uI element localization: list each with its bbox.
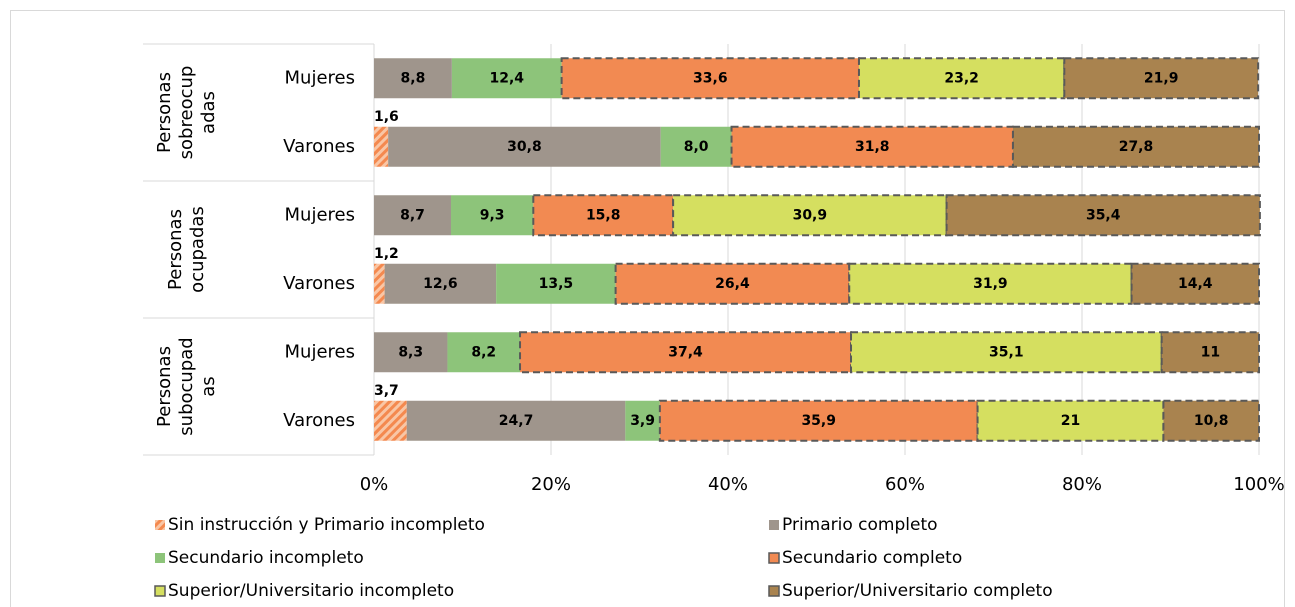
bar-segment	[658, 399, 979, 442]
value-label: 35,9	[801, 413, 836, 429]
bar-segment	[625, 400, 660, 441]
bar-segment	[450, 195, 534, 236]
bar-segment	[374, 400, 407, 441]
bar-segment	[1162, 399, 1261, 442]
legend-label: Secundario completo	[782, 548, 962, 568]
value-label: 30,8	[507, 139, 542, 155]
value-label: 27,8	[1119, 139, 1154, 155]
legend-label: Superior/Universitario incompleto	[168, 581, 454, 601]
value-label: 9,3	[480, 207, 505, 223]
value-label: 8,2	[471, 344, 496, 360]
value-label: 26,4	[715, 276, 750, 292]
value-label: 8,7	[400, 207, 425, 223]
x-tick-label: 80%	[1062, 474, 1102, 495]
category-label: Varones	[283, 136, 355, 157]
value-label: 3,9	[630, 413, 655, 429]
bar-segment	[374, 263, 385, 304]
value-label: 1,6	[374, 109, 399, 125]
value-label: 8,0	[684, 139, 709, 155]
value-label: 10,8	[1194, 413, 1229, 429]
bar-segment	[384, 263, 497, 304]
bar-segment	[1063, 57, 1260, 100]
group-label: as	[198, 376, 219, 396]
value-label: 13,5	[539, 276, 574, 292]
legend-marker	[769, 520, 779, 530]
bar-segment	[672, 194, 948, 237]
group-label: Personas	[165, 209, 186, 290]
bar-segment	[1130, 262, 1261, 305]
value-label: 12,4	[489, 70, 524, 86]
value-label: 21	[1061, 413, 1080, 429]
bar-segment	[848, 262, 1133, 305]
group-label: subocupad	[176, 337, 197, 435]
category-label: Mujeres	[285, 67, 355, 88]
value-label: 24,7	[499, 413, 534, 429]
value-label: 35,4	[1086, 207, 1121, 223]
x-tick-label: 0%	[360, 474, 389, 495]
legend-label: Secundario incompleto	[168, 548, 364, 568]
chart-frame	[10, 10, 1285, 607]
value-label: 1,2	[374, 246, 399, 262]
bar-segment	[374, 126, 389, 167]
bar-segment	[447, 332, 521, 373]
bar-segment	[730, 125, 1014, 168]
value-label: 11	[1201, 344, 1220, 360]
value-label: 8,3	[398, 344, 423, 360]
legend-marker	[768, 552, 780, 564]
bar-segment	[451, 58, 562, 99]
value-label: 8,8	[401, 70, 426, 86]
category-label: Varones	[283, 410, 355, 431]
bar-segment	[614, 262, 851, 305]
legend-marker	[155, 553, 165, 563]
value-label: 12,6	[423, 276, 458, 292]
value-label: 14,4	[1178, 276, 1213, 292]
legend-label: Superior/Universitario completo	[782, 581, 1053, 601]
group-label: ocupadas	[187, 206, 208, 293]
legend-marker	[155, 520, 165, 530]
bar-segment	[1011, 125, 1260, 168]
value-label: 23,2	[944, 70, 979, 86]
group-label: adas	[198, 91, 219, 134]
group-label: Personas	[154, 72, 175, 153]
bar-segment	[388, 126, 661, 167]
x-tick-label: 20%	[531, 474, 571, 495]
group-label: sobreocup	[176, 66, 197, 160]
bar-segment	[519, 331, 853, 374]
x-tick-label: 40%	[708, 474, 748, 495]
bar-segment	[532, 194, 675, 237]
category-label: Mujeres	[285, 341, 355, 362]
bar-segment	[374, 332, 448, 373]
value-label: 33,6	[693, 70, 728, 86]
value-label: 31,9	[973, 276, 1008, 292]
value-label: 35,1	[989, 344, 1024, 360]
legend-marker	[154, 585, 166, 597]
x-tick-label: 100%	[1233, 474, 1284, 495]
bar-segment	[660, 126, 732, 167]
value-label: 31,8	[855, 139, 890, 155]
value-label: 37,4	[668, 344, 703, 360]
bar-segment	[374, 195, 451, 236]
bar-segment	[496, 263, 616, 304]
bar-segment	[945, 194, 1261, 237]
bar-segment	[976, 399, 1165, 442]
bar-segment	[560, 57, 860, 100]
bar-segment	[374, 58, 452, 99]
category-label: Mujeres	[285, 204, 355, 225]
value-label: 21,9	[1144, 70, 1179, 86]
x-tick-label: 60%	[885, 474, 925, 495]
category-label: Varones	[283, 273, 355, 294]
legend-label: Sin instrucción y Primario incompleto	[168, 515, 485, 535]
group-label: Personas	[154, 346, 175, 427]
bar-segment	[406, 400, 626, 441]
bar-segment	[1160, 331, 1261, 374]
legend-marker	[768, 585, 780, 597]
legend-label: Primario completo	[782, 515, 938, 535]
value-label: 15,8	[586, 207, 621, 223]
value-label: 3,7	[374, 383, 399, 399]
value-label: 30,9	[793, 207, 828, 223]
